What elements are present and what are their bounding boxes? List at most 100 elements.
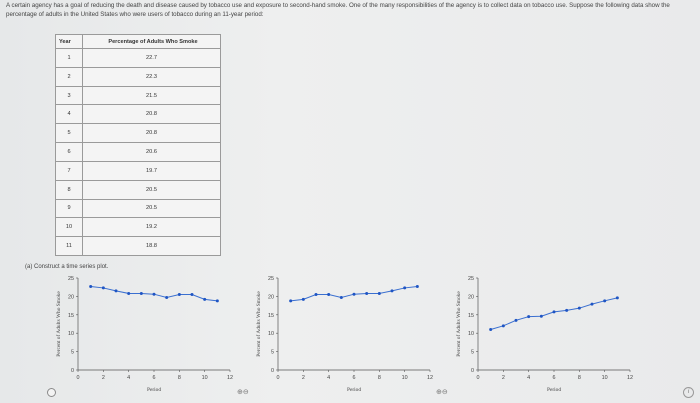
y-tick-label: 0 xyxy=(271,368,274,374)
y-tick-label: 20 xyxy=(468,294,474,300)
y-tick-label: 5 xyxy=(271,350,274,356)
y-tick-label: 15 xyxy=(468,313,474,319)
percentage-cell: 18.8 xyxy=(82,236,221,256)
option-a-radio[interactable] xyxy=(47,388,56,397)
chart-option-b: 0 5 10 15 20 25 0 2 4 6 8 10 12 Period Percent of Adul… xyxy=(255,276,433,393)
x-tick-label: 12 xyxy=(227,375,233,381)
x-tick-label: 10 xyxy=(402,375,408,381)
percentage-cell: 20.8 xyxy=(82,104,221,125)
data-point xyxy=(101,286,105,290)
x-tick-label: 10 xyxy=(202,375,208,381)
data-point xyxy=(301,297,305,301)
percentage-cell: 19.7 xyxy=(82,160,221,181)
x-tick-label: 6 xyxy=(153,375,156,381)
table-row: 3 21.5 xyxy=(55,85,221,106)
data-point xyxy=(565,308,569,312)
y-tick-label: 25 xyxy=(68,276,74,282)
data-point xyxy=(365,291,369,295)
table-row: 10 19.2 xyxy=(55,217,221,238)
y-tick-label: 25 xyxy=(468,276,474,282)
percentage-header: Percentage of Adults Who Smoke xyxy=(82,34,221,49)
zoom-icon-b[interactable]: ⊕⊖ xyxy=(436,389,448,396)
x-tick-label: 2 xyxy=(502,375,505,381)
x-tick-label: 0 xyxy=(77,375,80,381)
data-point xyxy=(552,310,556,314)
data-point xyxy=(152,292,156,296)
table-row: 2 22.3 xyxy=(55,66,221,87)
y-tick-label: 20 xyxy=(68,294,74,300)
year-cell: 10 xyxy=(55,217,83,238)
year-cell: 1 xyxy=(55,48,83,68)
table-row: 7 19.7 xyxy=(55,160,221,181)
percentage-cell: 19.2 xyxy=(82,217,221,238)
zoom-icon-a[interactable]: ⊕⊖ xyxy=(237,389,249,396)
x-tick-label: 12 xyxy=(627,375,633,381)
table-row: 11 18.8 xyxy=(55,236,221,256)
data-point xyxy=(514,318,518,322)
y-tick-label: 10 xyxy=(468,331,474,337)
data-point xyxy=(127,291,131,295)
y-tick-label: 20 xyxy=(268,294,274,300)
data-point xyxy=(377,291,381,295)
percentage-cell: 20.6 xyxy=(82,142,221,162)
x-tick-label: 0 xyxy=(477,375,480,381)
table-row: 9 20.5 xyxy=(55,198,221,219)
data-point xyxy=(527,315,531,319)
data-point xyxy=(114,289,118,293)
data-point xyxy=(339,296,343,300)
data-point xyxy=(289,299,293,303)
data-point xyxy=(352,292,356,296)
data-point xyxy=(314,293,318,297)
data-table: Year Percentage of Adults Who Smoke 1 22.… xyxy=(55,34,221,256)
x-axis-title: Period xyxy=(347,387,361,393)
y-tick-label: 15 xyxy=(268,313,274,319)
part-a-prompt: (a) Construct a time series plot. xyxy=(25,264,109,270)
info-icon[interactable]: i xyxy=(683,387,694,398)
x-axis-title: Period xyxy=(147,387,161,393)
x-tick-label: 4 xyxy=(327,375,330,381)
data-point xyxy=(203,297,207,301)
table-row: 5 20.8 xyxy=(55,123,221,144)
y-axis-title: Percent of Adults Who Smoke xyxy=(255,291,262,357)
year-cell: 6 xyxy=(55,142,83,162)
year-cell: 3 xyxy=(55,85,83,106)
table-row: 8 20.5 xyxy=(55,179,221,200)
x-tick-label: 6 xyxy=(553,375,556,381)
table-row: 6 20.6 xyxy=(55,142,221,162)
x-tick-label: 6 xyxy=(353,375,356,381)
y-tick-label: 0 xyxy=(71,368,74,374)
year-cell: 7 xyxy=(55,160,83,181)
x-tick-label: 2 xyxy=(302,375,305,381)
table-header-row: Year Percentage of Adults Who Smoke xyxy=(55,34,221,49)
y-tick-label: 0 xyxy=(471,368,474,374)
x-tick-label: 0 xyxy=(277,375,280,381)
y-tick-label: 10 xyxy=(68,331,74,337)
x-tick-label: 8 xyxy=(178,375,181,381)
data-point xyxy=(603,299,607,303)
table-row: 4 20.8 xyxy=(55,104,221,125)
percentage-cell: 22.7 xyxy=(82,48,221,68)
year-cell: 4 xyxy=(55,104,83,125)
y-tick-label: 5 xyxy=(471,350,474,356)
year-cell: 9 xyxy=(55,198,83,219)
y-tick-label: 25 xyxy=(268,276,274,282)
series-line xyxy=(490,297,618,331)
percentage-cell: 20.8 xyxy=(82,123,221,144)
data-point xyxy=(615,296,619,300)
table-body: 1 22.7 2 22.3 3 21.5 4 20.8 5 20.8 6 20.6 7 19.7 8 20.5… xyxy=(55,48,221,256)
x-tick-label: 4 xyxy=(127,375,130,381)
percentage-cell: 21.5 xyxy=(82,85,221,106)
data-point xyxy=(139,291,143,295)
data-point xyxy=(489,328,493,332)
data-point xyxy=(403,286,407,290)
percentage-cell: 22.3 xyxy=(82,66,221,87)
y-tick-label: 5 xyxy=(71,350,74,356)
data-point xyxy=(165,296,169,300)
year-header: Year xyxy=(55,34,83,49)
y-axis-title: Percent of Adults Who Smoke xyxy=(55,291,62,357)
chart-option-a: 0 5 10 15 20 25 0 2 4 6 8 10 12 Period Percent of Adul… xyxy=(55,276,233,393)
data-point xyxy=(590,302,594,306)
x-tick-label: 2 xyxy=(102,375,105,381)
data-point xyxy=(415,284,419,288)
